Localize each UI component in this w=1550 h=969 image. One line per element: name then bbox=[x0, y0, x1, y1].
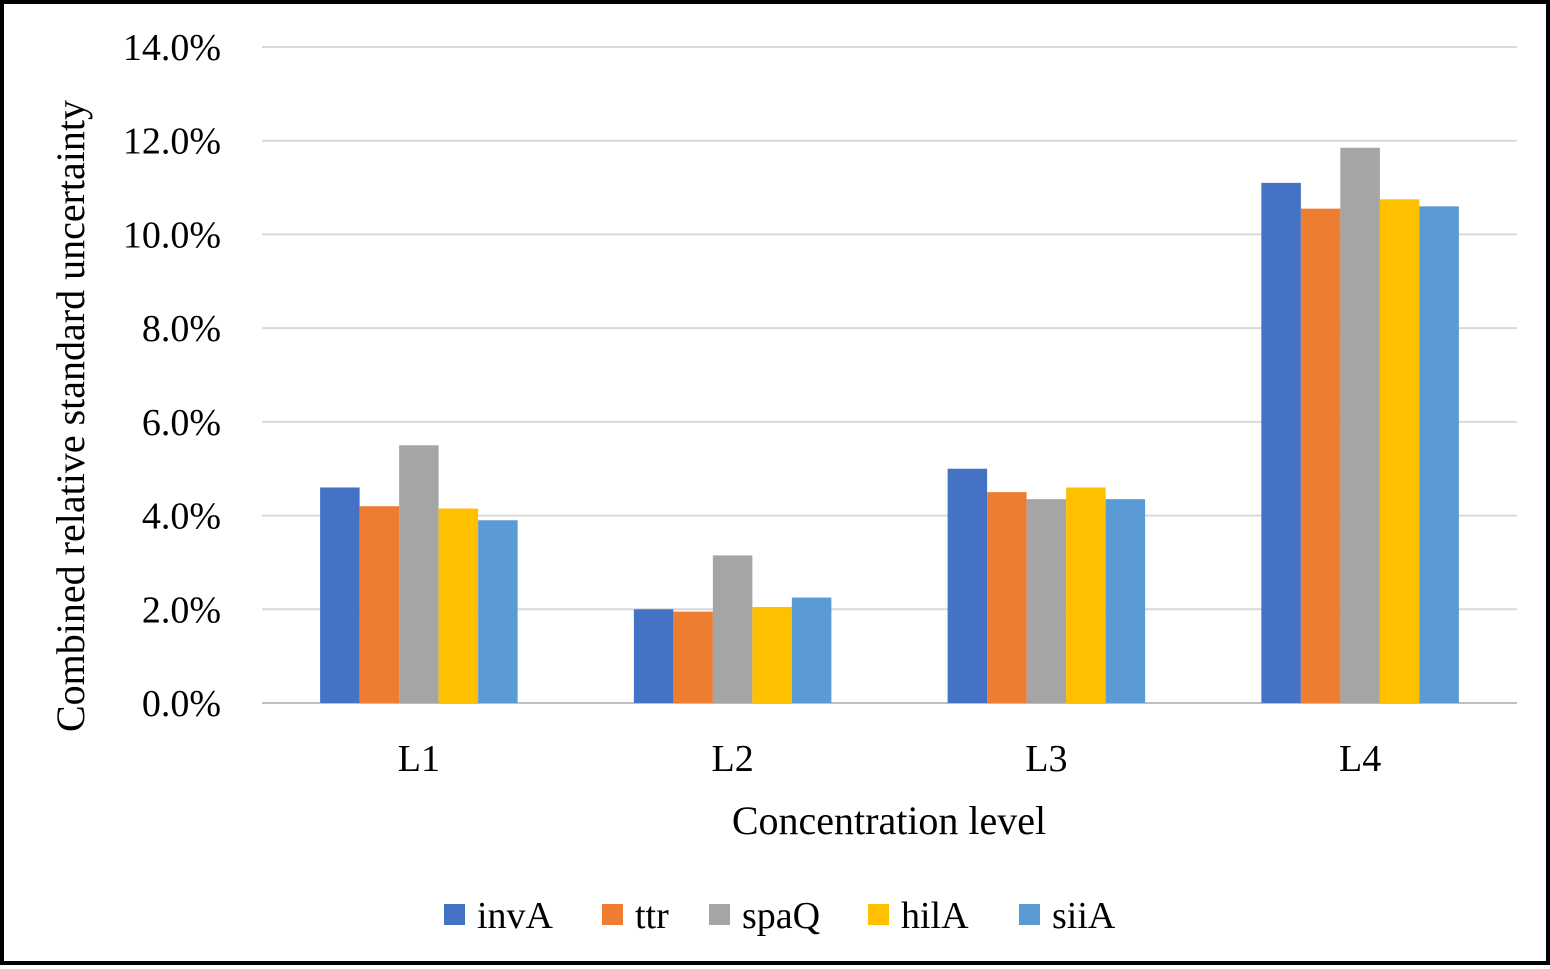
bar-spaQ-L1 bbox=[399, 445, 439, 703]
bar-siiA-L1 bbox=[478, 520, 518, 703]
y-axis-title: Combined relative standard uncertainty bbox=[48, 100, 93, 732]
bar-invA-L3 bbox=[947, 468, 988, 703]
x-tick-label-L4: L4 bbox=[1339, 738, 1381, 780]
x-tick-label-L1: L1 bbox=[398, 738, 440, 780]
bar-spaQ-L3 bbox=[1026, 499, 1067, 703]
bar-hilA-L4 bbox=[1379, 199, 1420, 704]
x-axis-ticks: L1 L2 L3 L4 bbox=[398, 738, 1381, 780]
bar-siiA-L4 bbox=[1419, 206, 1459, 704]
bar-invA-L1 bbox=[320, 487, 360, 703]
bar-hilA-L2 bbox=[752, 606, 792, 703]
y-tick-label: 4.0% bbox=[142, 496, 221, 538]
y-tick-label: 10.0% bbox=[123, 214, 221, 256]
bar-chart: 0.0% 2.0% 4.0% 6.0% 8.0% 10.0% 12.0% 14.0% L1 L2… bbox=[48, 27, 1517, 937]
bar-ttr-L2 bbox=[673, 611, 713, 703]
legend-swatch-ttr bbox=[602, 904, 623, 925]
bar-hilA-L1 bbox=[438, 508, 479, 703]
y-tick-label: 2.0% bbox=[142, 589, 221, 631]
bar-invA-L2 bbox=[633, 609, 674, 703]
legend-swatch-siiA bbox=[1019, 904, 1040, 925]
legend: invA ttr spaQ hilA siiA bbox=[444, 895, 1116, 937]
y-axis-ticks: 0.0% 2.0% 4.0% 6.0% 8.0% 10.0% 12.0% 14.0% bbox=[123, 27, 221, 725]
bar-ttr-L1 bbox=[359, 506, 400, 703]
bar-spaQ-L2 bbox=[712, 555, 753, 703]
x-tick-label-L2: L2 bbox=[712, 738, 754, 780]
bar-hilA-L3 bbox=[1066, 487, 1106, 703]
legend-label-invA: invA bbox=[477, 895, 554, 937]
bars bbox=[320, 147, 1459, 704]
y-tick-label: 8.0% bbox=[142, 308, 221, 350]
bar-ttr-L4 bbox=[1300, 208, 1341, 703]
x-tick-label-L3: L3 bbox=[1025, 738, 1067, 780]
y-tick-label: 0.0% bbox=[142, 683, 221, 725]
legend-label-hilA: hilA bbox=[901, 895, 969, 937]
bar-siiA-L3 bbox=[1105, 499, 1146, 703]
x-axis-title: Concentration level bbox=[732, 798, 1046, 843]
y-tick-label: 6.0% bbox=[142, 402, 221, 444]
legend-label-siiA: siiA bbox=[1052, 895, 1116, 937]
y-tick-label: 12.0% bbox=[123, 121, 221, 163]
y-tick-label: 14.0% bbox=[123, 27, 221, 69]
legend-label-ttr: ttr bbox=[635, 895, 669, 937]
legend-swatch-spaQ bbox=[709, 904, 730, 925]
bar-invA-L4 bbox=[1261, 182, 1301, 703]
bar-ttr-L3 bbox=[987, 492, 1027, 703]
bar-siiA-L2 bbox=[791, 597, 832, 703]
legend-label-spaQ: spaQ bbox=[742, 895, 820, 937]
legend-swatch-hilA bbox=[868, 904, 889, 925]
legend-swatch-invA bbox=[444, 904, 465, 925]
bar-spaQ-L4 bbox=[1340, 147, 1380, 703]
